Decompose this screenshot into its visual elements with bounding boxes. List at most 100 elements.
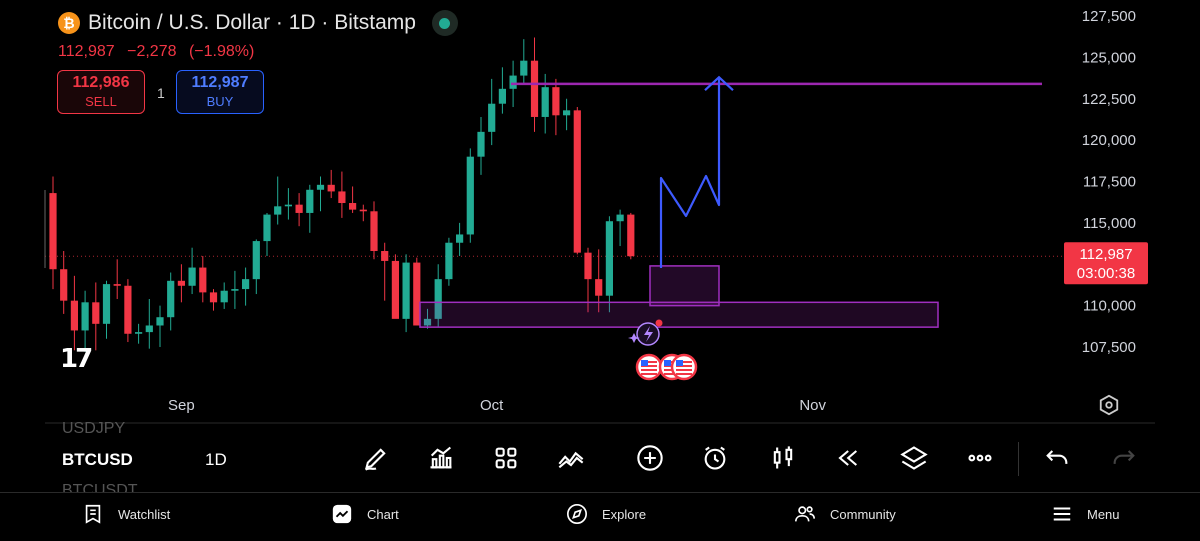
watchlist-prev-symbol[interactable]: USDJPY xyxy=(62,420,126,437)
sell-price: 112,986 xyxy=(72,74,130,91)
flag-stripe xyxy=(641,365,657,367)
nav-label: Community xyxy=(830,506,896,522)
layers-icon[interactable] xyxy=(896,440,932,476)
candle-body xyxy=(135,332,143,334)
candle-body xyxy=(423,318,432,326)
more-icon[interactable] xyxy=(962,440,998,476)
watchlist-current-symbol[interactable]: BTCUSD xyxy=(62,450,133,469)
candle-body xyxy=(338,191,346,204)
nav-community[interactable]: Community xyxy=(794,503,896,525)
chart-settings-icon[interactable] xyxy=(1098,394,1120,421)
flag-stripe xyxy=(676,365,692,367)
toolbar-divider xyxy=(1018,442,1019,476)
candle-body xyxy=(552,87,560,116)
menu-icon xyxy=(1053,507,1071,521)
candle-body xyxy=(488,103,496,132)
candle-body xyxy=(466,156,474,235)
chart-icon xyxy=(332,504,352,524)
candle-body xyxy=(252,241,260,280)
buy-price: 112,987 xyxy=(191,74,249,91)
nav-watchlist[interactable]: Watchlist xyxy=(82,503,170,525)
candle-body xyxy=(359,209,367,212)
flag-canton xyxy=(676,360,683,366)
pencil-icon[interactable] xyxy=(358,440,394,476)
candle-body xyxy=(627,214,635,257)
order-quantity[interactable]: 1 xyxy=(157,85,165,101)
sparkle-icon xyxy=(628,333,640,343)
nav-explore[interactable]: Explore xyxy=(566,503,646,525)
price-tag xyxy=(1064,242,1148,285)
candle-body xyxy=(306,189,314,213)
candle-body xyxy=(70,300,78,331)
price-tag-countdown: 03:00:38 xyxy=(1077,265,1135,282)
nav-menu[interactable]: Menu xyxy=(1051,503,1120,525)
timeframe-selector[interactable]: 1D xyxy=(205,450,227,469)
y-tick-label: 120,000 xyxy=(1082,132,1136,149)
candle-body xyxy=(188,267,196,286)
y-tick-label: 125,000 xyxy=(1082,49,1136,66)
flag-stripe xyxy=(641,373,657,375)
candle-body xyxy=(263,214,271,242)
replay-icon[interactable] xyxy=(829,440,865,476)
chart-header: ₿ Bitcoin / U.S. Dollar · 1D · Bitstamp xyxy=(58,10,458,36)
candle-body xyxy=(81,302,89,331)
candle-body xyxy=(402,262,410,319)
candle-body xyxy=(220,290,228,303)
quote-line: 112,987 −2,278 (−1.98%) xyxy=(58,43,262,61)
flag-stripe xyxy=(676,373,692,375)
flag-stripe xyxy=(641,369,657,371)
bitcoin-logo-icon: ₿ xyxy=(58,12,80,34)
nav-label: Chart xyxy=(367,506,399,522)
y-tick-label: 110,000 xyxy=(1083,298,1136,315)
candle-body xyxy=(498,88,506,104)
candle-body xyxy=(445,242,453,280)
sell-button[interactable]: 112,986 SELL xyxy=(57,70,145,114)
support-zone xyxy=(419,301,939,328)
projection-path xyxy=(659,77,721,268)
bottom-navigation: Watchlist Chart Explore Community Menu xyxy=(0,492,1200,541)
nav-chart[interactable]: Chart xyxy=(331,503,399,525)
symbol-title[interactable]: Bitcoin / U.S. Dollar · 1D · Bitstamp xyxy=(88,11,416,34)
market-status-icon[interactable] xyxy=(431,10,458,36)
candle-body xyxy=(156,317,164,326)
candle-body xyxy=(456,234,464,243)
nav-label: Explore xyxy=(602,506,647,522)
grid-icon[interactable] xyxy=(488,440,524,476)
add-icon[interactable] xyxy=(632,440,668,476)
community-icon xyxy=(795,506,815,522)
candle-body xyxy=(167,280,175,318)
candle-body xyxy=(113,284,121,286)
candle-body xyxy=(381,251,389,261)
indicators-icon[interactable] xyxy=(423,440,459,476)
candle-body xyxy=(231,289,239,291)
x-tick-label: Nov xyxy=(799,397,826,414)
candle-body xyxy=(284,204,292,207)
candle-body xyxy=(563,110,571,116)
tradingview-logo-icon: 17 xyxy=(60,344,93,374)
x-tick-label: Oct xyxy=(480,397,504,414)
flag-canton xyxy=(664,360,671,366)
buy-label: BUY xyxy=(206,94,234,109)
candle-body xyxy=(145,325,153,333)
y-tick-label: 115,000 xyxy=(1083,215,1136,232)
candle-body xyxy=(477,131,485,157)
candle-type-icon[interactable] xyxy=(765,440,801,476)
compare-icon[interactable] xyxy=(553,440,589,476)
undo-icon[interactable] xyxy=(1039,440,1075,476)
y-tick-label: 107,500 xyxy=(1082,339,1136,356)
candle-body xyxy=(605,221,613,296)
sell-label: SELL xyxy=(85,94,117,109)
buy-button[interactable]: 112,987 BUY xyxy=(176,70,264,114)
price-change-pct: (−1.98%) xyxy=(188,43,255,60)
candle-body xyxy=(92,302,100,324)
entry-zone xyxy=(649,265,720,307)
candle-body xyxy=(509,75,517,89)
candle-body xyxy=(102,284,111,324)
candle-body xyxy=(295,204,303,213)
candle-body xyxy=(124,285,132,334)
candle-body xyxy=(199,267,207,293)
redo-icon[interactable] xyxy=(1106,440,1142,476)
candle-body xyxy=(584,252,592,280)
alert-icon[interactable] xyxy=(697,440,733,476)
